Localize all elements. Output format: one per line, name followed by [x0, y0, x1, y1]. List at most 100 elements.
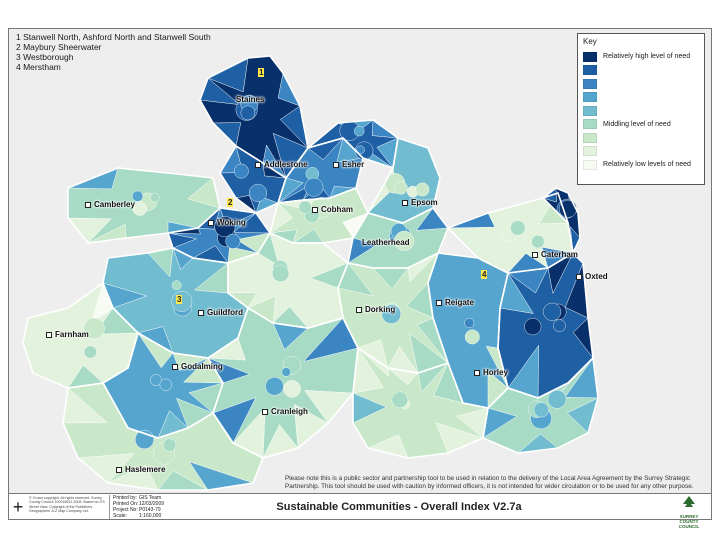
ward-area: [265, 377, 284, 396]
town-label: Guildford: [198, 308, 243, 317]
ward-area: [171, 280, 182, 291]
ward-area: [150, 192, 160, 203]
key-swatch: [583, 132, 597, 143]
ward-area: [163, 438, 177, 452]
ward-area: [159, 378, 172, 391]
town-label: Dorking: [356, 305, 395, 314]
town-dot-icon: [46, 331, 52, 338]
town-label: Reigate: [436, 298, 474, 307]
town-label: Staines: [236, 95, 265, 104]
map-footer: + © Crown copyright. All rights reserved…: [8, 493, 712, 529]
district-boundary: [541, 187, 581, 256]
area-marker: 4: [481, 270, 488, 279]
town-dot-icon: [576, 273, 582, 280]
priority-area-3: 3 Westborough: [16, 52, 74, 62]
town-label: Leatherhead: [362, 238, 410, 247]
disclaimer-text: Please note this is a public sector and …: [285, 475, 694, 490]
town-dot-icon: [116, 466, 122, 473]
priority-area-4: 4 Merstham: [16, 62, 61, 72]
town-dot-icon: [198, 309, 204, 316]
ward-area: [272, 264, 290, 282]
ward-area: [304, 177, 324, 197]
ward-area: [240, 105, 256, 121]
meta-row-scale: Scale: 1:160,000: [113, 513, 162, 519]
key-label: Relatively low levels of need: [603, 161, 691, 169]
ward-area: [391, 391, 409, 409]
key-row: [583, 91, 699, 105]
town-label: Camberley: [85, 200, 135, 209]
key-row: [583, 64, 699, 78]
area-marker: 1: [258, 68, 265, 77]
town-dot-icon: [85, 201, 91, 208]
town-label: Addlestone: [255, 160, 308, 169]
key-title: Key: [583, 37, 597, 46]
key-row: Middling level of need: [583, 118, 699, 132]
town-dot-icon: [255, 161, 261, 168]
ward-area: [298, 200, 312, 214]
meta-row-printed-by: Printed by: GIS Team: [113, 495, 162, 501]
district-boundaries: [22, 55, 599, 491]
key-label: Middling level of need: [603, 120, 671, 128]
ward-area: [415, 182, 430, 197]
north-arrow-icon: +: [12, 497, 24, 517]
town-label: Cranleigh: [262, 407, 308, 416]
key-label: Relatively high level of need: [603, 53, 691, 61]
surrey-choropleth-map: [22, 55, 599, 491]
ward-area: [543, 302, 562, 321]
priority-area-2: 2 Maybury Sheerwater: [16, 42, 102, 52]
key-swatch: [583, 119, 597, 130]
town-dot-icon: [333, 161, 339, 168]
ward-area: [83, 317, 105, 340]
key-row: [583, 77, 699, 91]
town-label: Caterham: [532, 250, 578, 259]
ward-area: [132, 190, 144, 202]
ward-area: [464, 329, 480, 345]
town-dot-icon: [402, 199, 408, 206]
ward-area: [132, 201, 148, 216]
ward-area: [283, 380, 301, 398]
copyright-notice: © Crown copyright. All rights reserved. …: [29, 496, 105, 514]
district-areas: [22, 55, 599, 491]
ward-area: [354, 125, 365, 137]
ward-area: [524, 318, 542, 336]
ward-area: [533, 402, 549, 418]
ward-area: [233, 163, 249, 179]
ward-area: [547, 389, 567, 409]
key-row: Relatively low levels of need: [583, 158, 699, 172]
key-swatch: [583, 146, 597, 157]
town-label: Esher: [333, 160, 364, 169]
ward-area: [84, 345, 97, 359]
meta-row-printed-on: Printed On: 12/03/2009: [113, 501, 165, 507]
key-swatch: [583, 65, 597, 76]
key-swatch: [583, 92, 597, 103]
town-label: Oxted: [576, 272, 608, 281]
priority-area-1: 1 Stanwell North, Ashford North and Stan…: [16, 32, 211, 42]
ward-area: [225, 233, 241, 249]
key-swatch: [583, 51, 597, 62]
ward-area: [464, 318, 475, 328]
town-dot-icon: [262, 408, 268, 415]
ward-area: [381, 304, 401, 324]
ward-area: [510, 220, 526, 236]
town-label: Epsom: [402, 198, 438, 207]
town-label: Horley: [474, 368, 508, 377]
ward-area: [531, 235, 545, 249]
key-swatch: [583, 78, 597, 89]
area-marker: 2: [227, 198, 234, 207]
key-row: Relatively high level of need: [583, 50, 699, 64]
key-row: [583, 145, 699, 159]
ward-area: [553, 319, 566, 333]
district-boundary: [219, 144, 287, 214]
ward-area: [214, 216, 236, 238]
key-row: [583, 104, 699, 118]
town-dot-icon: [208, 219, 214, 226]
map-key: Key Relatively high level of need Middlin…: [577, 33, 705, 185]
ward-area: [394, 181, 408, 195]
priority-areas-legend: 1 Stanwell North, Ashford North and Stan…: [16, 32, 211, 72]
surrey-logo: SURREY COUNTY COUNCIL: [671, 495, 707, 529]
town-label: Woking: [208, 218, 246, 227]
district-boundary: [62, 382, 265, 491]
map-title: Sustainable Communities - Overall Index …: [276, 501, 522, 513]
meta-row-project: Project No: P0143-79: [113, 507, 161, 513]
town-dot-icon: [172, 363, 178, 370]
